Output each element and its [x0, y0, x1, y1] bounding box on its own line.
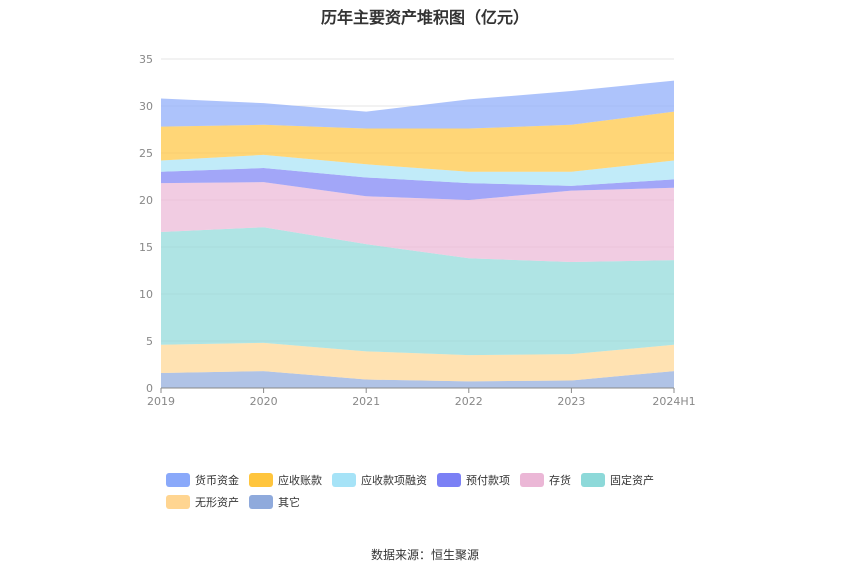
- x-tick-label: 2024H1: [652, 395, 695, 408]
- legend-swatch: [166, 473, 190, 487]
- y-tick-label: 15: [139, 241, 153, 254]
- area-series-2: [161, 227, 674, 356]
- source-note: 数据来源：恒生聚源: [370, 548, 479, 562]
- legend-label: 应收款项融资: [361, 474, 427, 487]
- axes: 0 5 10 15 20 25 30 35 2019 2020 2021 2022 2023 2024H1: [139, 53, 696, 408]
- legend-swatch: [166, 495, 190, 509]
- legend-swatch: [520, 473, 544, 487]
- y-tick-label: 35: [139, 53, 153, 66]
- legend-swatch: [332, 473, 356, 487]
- area-series-5: [161, 154, 674, 186]
- legend-item[interactable]: 存货: [520, 472, 571, 488]
- y-tick-label: 5: [146, 335, 153, 348]
- legend: 货币资金 应收账款 应收款项融资 预付款项 存货 固定资产无形资产 其它: [166, 472, 706, 516]
- legend-label: 应收账款: [278, 474, 322, 487]
- y-tick-label: 30: [139, 100, 153, 113]
- stacked-areas: [161, 80, 674, 388]
- y-tick-label: 20: [139, 194, 153, 207]
- chart-title: 历年主要资产堆积图（亿元）: [320, 8, 529, 27]
- area-series-0: [161, 371, 674, 388]
- area-series-4: [161, 168, 674, 200]
- x-tick-label: 2019: [147, 395, 175, 408]
- x-tick-label: 2023: [557, 395, 585, 408]
- legend-item[interactable]: 货币资金: [166, 472, 239, 488]
- legend-label: 其它: [278, 496, 300, 509]
- area-series-3: [161, 182, 674, 263]
- legend-item[interactable]: 其它: [249, 494, 300, 510]
- legend-label: 存货: [549, 474, 571, 487]
- legend-label: 无形资产: [195, 496, 239, 509]
- legend-swatch: [437, 473, 461, 487]
- legend-item[interactable]: 应收账款: [249, 472, 322, 488]
- legend-item[interactable]: 固定资产: [581, 472, 654, 488]
- legend-item[interactable]: 预付款项: [437, 472, 510, 488]
- legend-swatch: [249, 473, 273, 487]
- area-series-7: [161, 80, 674, 129]
- y-tick-label: 0: [146, 382, 153, 395]
- y-tick-label: 10: [139, 288, 153, 301]
- legend-swatch: [249, 495, 273, 509]
- legend-swatch: [581, 473, 605, 487]
- area-series-6: [161, 111, 674, 172]
- x-tick-label: 2022: [455, 395, 483, 408]
- area-series-1: [161, 342, 674, 382]
- legend-item[interactable]: 无形资产: [166, 494, 239, 510]
- x-tick-label: 2021: [352, 395, 380, 408]
- legend-label: 固定资产: [610, 474, 654, 487]
- x-tick-label: 2020: [250, 395, 278, 408]
- legend-item[interactable]: 应收款项融资: [332, 472, 427, 488]
- legend-label: 货币资金: [195, 474, 239, 487]
- legend-label: 预付款项: [466, 474, 510, 487]
- y-tick-label: 25: [139, 147, 153, 160]
